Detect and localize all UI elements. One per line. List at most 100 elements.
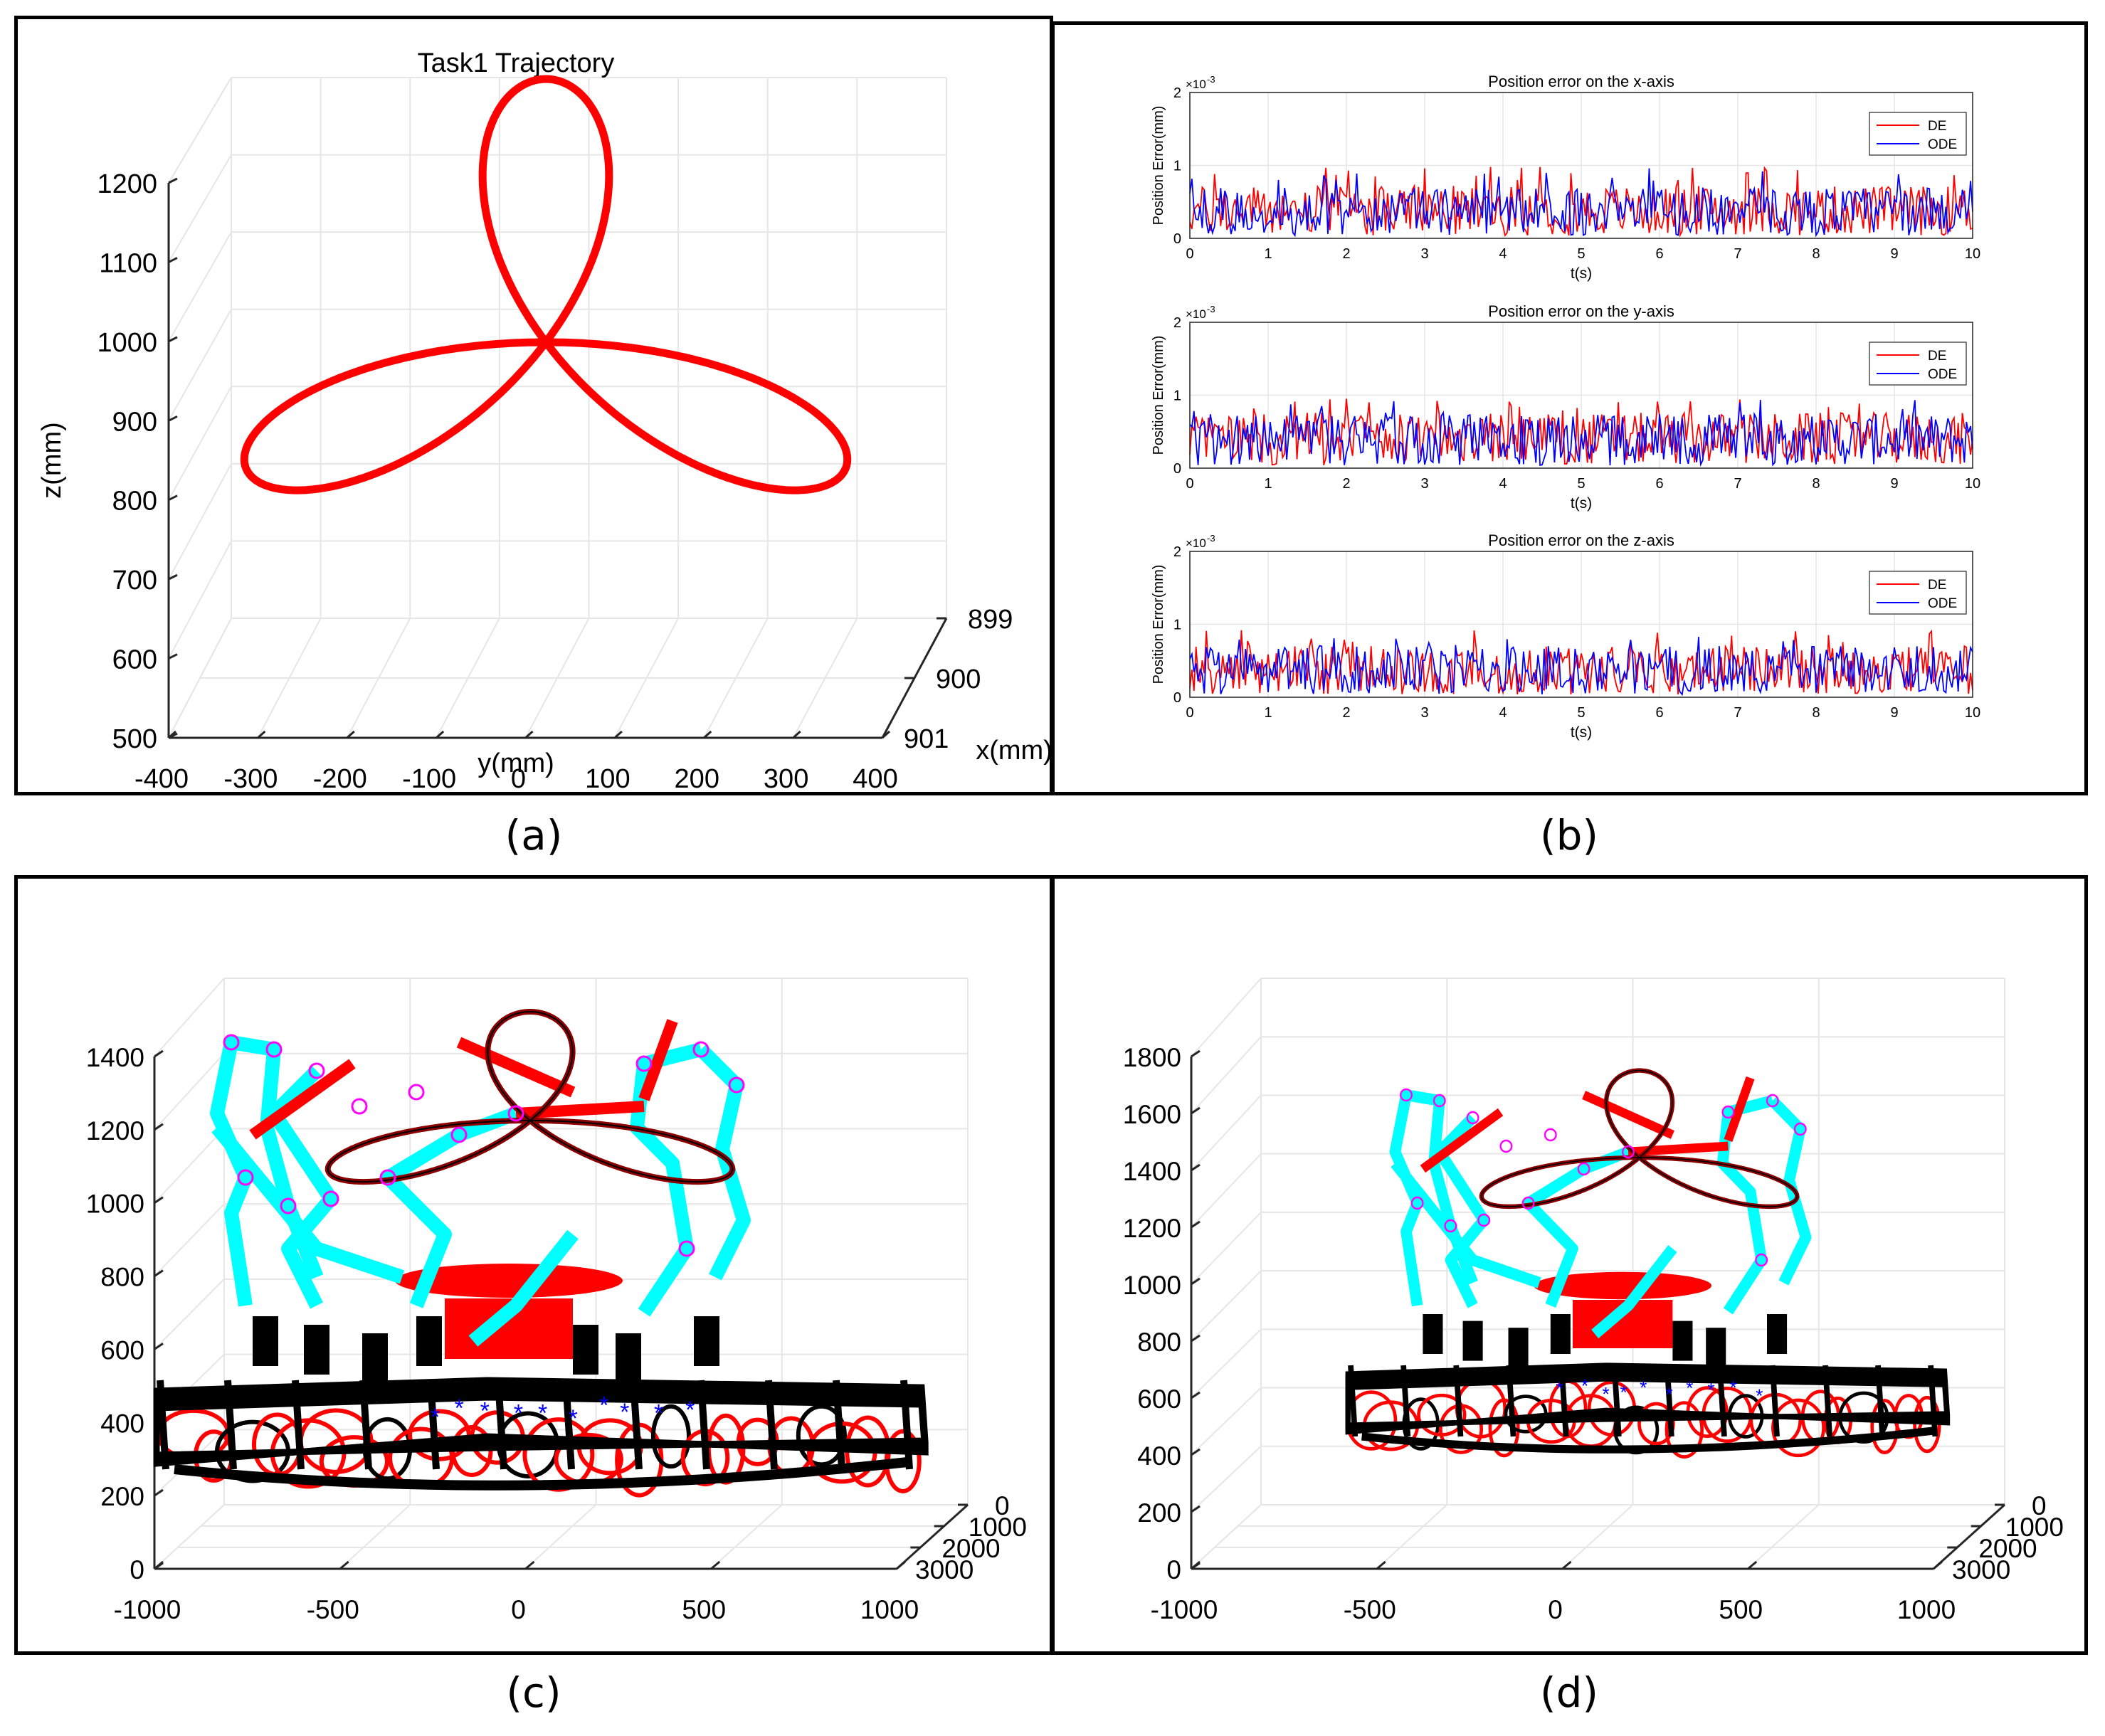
x-tick-label: 3 — [1420, 705, 1428, 721]
chassis-post — [1400, 1365, 1411, 1437]
chassis-post — [1453, 1365, 1464, 1437]
y-tick-label: 1 — [1173, 618, 1181, 633]
trajectory-outline — [1481, 1069, 1798, 1207]
grid-line — [1561, 1504, 1634, 1570]
z-tick — [1191, 1505, 1201, 1513]
z-tick-label: 0 — [130, 1555, 144, 1584]
chassis-post — [562, 1380, 575, 1470]
y-tick-label: 0 — [1173, 690, 1181, 706]
grid-line — [168, 77, 232, 184]
z-tick-label: 700 — [112, 566, 157, 596]
z-tick-label: 1000 — [97, 328, 157, 358]
joint-marker — [1499, 1139, 1513, 1153]
x-tick-label: 500 — [682, 1595, 726, 1624]
z-tick-label: 600 — [100, 1335, 144, 1365]
joint-marker — [507, 1105, 524, 1122]
x-tick-label: -500 — [1344, 1595, 1396, 1624]
chassis-post — [1769, 1365, 1780, 1437]
y-tick — [167, 730, 177, 739]
z-tick — [168, 494, 178, 502]
y-tick-label: -200 — [313, 764, 367, 794]
motor-block — [573, 1325, 598, 1375]
joint-marker — [379, 1169, 396, 1186]
plot-frame — [1189, 551, 1973, 698]
y-tick-label: 2 — [1173, 85, 1181, 101]
joint-marker — [1466, 1111, 1479, 1125]
cyan-link — [1768, 1096, 1812, 1286]
y-tick-label: 1 — [1173, 159, 1181, 174]
x-tick-label: 7 — [1734, 476, 1741, 492]
legend-label-ode: ODE — [1928, 367, 1957, 382]
x-tick-label: 1000 — [860, 1595, 919, 1624]
x-tick — [1191, 1560, 1201, 1570]
motor-block — [616, 1333, 641, 1383]
joint-marker — [1793, 1122, 1807, 1136]
grid-line — [1191, 1328, 1262, 1399]
z-tick-label: 1600 — [1123, 1100, 1181, 1129]
joint-marker — [1766, 1094, 1779, 1108]
grid-line — [1191, 1094, 1262, 1171]
legend-label-ode: ODE — [1928, 137, 1957, 152]
y-tick-label: 2 — [1173, 544, 1181, 560]
y-tick-label: 0 — [1173, 231, 1181, 247]
z-tick-label: 1400 — [86, 1043, 144, 1072]
x-tick — [1376, 1560, 1386, 1570]
grid-line — [154, 1279, 225, 1350]
joint-marker — [635, 1055, 653, 1072]
z-tick-label: 200 — [1137, 1498, 1181, 1528]
joint-marker — [223, 1034, 240, 1051]
joint-marker — [351, 1098, 368, 1115]
cyan-link — [468, 1229, 579, 1347]
y-tick-label: 200 — [675, 764, 719, 794]
marker-star: * — [1756, 1385, 1763, 1406]
x-tick-label: 6 — [1655, 705, 1663, 721]
x-axis-label: t(s) — [1571, 265, 1592, 282]
x-tick-label: 8 — [1812, 705, 1820, 721]
z-tick — [154, 1049, 164, 1058]
chassis-post — [1348, 1365, 1359, 1437]
grid-line — [1376, 1504, 1447, 1570]
y-tick — [346, 730, 355, 739]
y-tick-label: 300 — [764, 764, 808, 794]
z-tick-label: 1800 — [1123, 1043, 1181, 1072]
wheel — [796, 1404, 847, 1467]
caption-c: (c) — [506, 1668, 561, 1717]
y-tick-label: 0 — [995, 1491, 1010, 1520]
x-tick-label: 7 — [1734, 705, 1741, 721]
motor-block — [694, 1316, 719, 1366]
joint-marker — [1544, 1128, 1557, 1142]
x-tick-label: 8 — [1812, 246, 1820, 262]
x-axis-label: x(mm) — [976, 736, 1052, 766]
ode-series-line — [1189, 168, 1973, 238]
grid-line — [1747, 1504, 1820, 1570]
marker-star: * — [1729, 1377, 1737, 1398]
motor-block — [1706, 1328, 1726, 1368]
cyan-link — [1391, 1159, 1541, 1288]
z-tick-label: 1100 — [99, 248, 157, 278]
x-tick-label: 9 — [1890, 246, 1898, 262]
motor-block — [1767, 1314, 1788, 1354]
y-axis-label: Position Error(mm) — [1151, 336, 1166, 455]
red-link — [1420, 1108, 1504, 1173]
de-series-line — [1189, 629, 1973, 695]
y-tick — [881, 730, 891, 739]
grid-line — [168, 231, 232, 342]
y-tick — [436, 730, 445, 739]
legend-label-de: DE — [1928, 119, 1946, 134]
joint-marker — [1622, 1145, 1635, 1159]
x-tick-label: 0 — [511, 1595, 526, 1624]
chassis-post — [1558, 1365, 1569, 1437]
motor-block — [1462, 1320, 1483, 1361]
cyan-link — [1389, 1089, 1478, 1307]
subplot-title: Position error on the y-axis — [1488, 302, 1674, 320]
joint-marker — [1477, 1213, 1491, 1227]
z-tick — [154, 1269, 164, 1277]
y-exponent-power: -3 — [1207, 304, 1215, 314]
z-tick-label: 200 — [100, 1482, 144, 1511]
x-tick-label: 9 — [1890, 476, 1898, 492]
red-link — [249, 1059, 356, 1140]
chassis-base — [1361, 1427, 1934, 1454]
x-tick-label: 9 — [1890, 705, 1898, 721]
grid-line — [154, 1504, 225, 1570]
y-tick-label: -100 — [402, 764, 456, 794]
